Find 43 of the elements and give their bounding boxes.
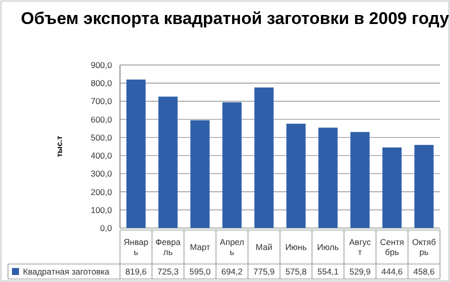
data-label: 595,0 [189,266,211,276]
y-tick-label: 0,0 [100,222,112,233]
data-label: 529,9 [349,266,371,276]
data-label: 819,6 [125,266,147,276]
data-label: 575,8 [285,266,307,276]
data-label: 554,1 [317,266,339,276]
bar [222,102,242,228]
bar [158,96,178,228]
bar [414,144,434,228]
x-tick-label: Февраль [155,236,181,257]
y-tick-label: 400,0 [90,150,112,161]
y-tick-label: 100,0 [90,204,112,215]
bar [126,80,146,228]
data-label: 694,2 [221,266,243,276]
y-tick-label: 600,0 [90,114,112,124]
bar [350,132,370,228]
bar [286,124,306,228]
legend-label: Квадратная заготовка [23,266,110,276]
x-tick-label: Июль [317,242,340,252]
chart-title: Объем экспорта квадратной заготовки в 2009 году [20,9,450,28]
y-axis-title: тыс.т [55,136,64,158]
x-tick-label: Июнь [285,242,308,252]
x-tick-label: Сентябрь [380,236,404,257]
y-tick-label: 500,0 [90,132,112,142]
x-tick-label: Апрель [220,236,244,257]
bar [254,87,274,228]
data-label: 458,6 [413,266,435,276]
data-label: 775,9 [253,266,275,276]
x-tick-label: Август [349,236,372,257]
bar [190,120,210,228]
y-tick-label: 700,0 [90,96,112,106]
x-tick-label: Январь [124,236,149,257]
y-tick-label: 800,0 [90,78,112,88]
data-label: 444,6 [381,266,403,276]
bar [382,147,402,228]
y-tick-label: 900,0 [90,60,112,70]
bar [318,128,338,228]
x-tick-label: Май [256,242,273,252]
x-tick-label: Март [190,242,210,252]
x-tick-label: Октябрь [412,236,436,257]
y-tick-label: 200,0 [90,186,112,197]
y-tick-label: 300,0 [90,168,112,179]
data-label: 725,3 [157,266,179,276]
